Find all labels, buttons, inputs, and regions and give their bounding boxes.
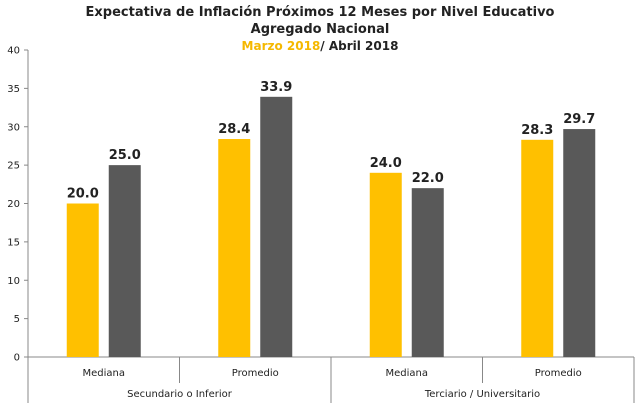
- x-group-label: Secundario o Inferior: [127, 389, 233, 400]
- y-tick-label: 5: [14, 314, 20, 325]
- y-tick-label: 10: [7, 276, 20, 287]
- y-tick-label: 0: [14, 353, 20, 364]
- y-tick-label: 20: [7, 199, 20, 210]
- chart-period: Marzo 2018/ Abril 2018: [0, 38, 640, 54]
- period-a-label: Marzo 2018: [241, 39, 321, 53]
- data-label: 29.7: [563, 112, 595, 127]
- data-label: 33.9: [260, 80, 292, 95]
- data-label: 25.0: [109, 148, 141, 163]
- y-tick-label: 25: [7, 161, 20, 172]
- chart-subtitle: Agregado Nacional: [250, 22, 390, 37]
- y-tick-label: 30: [7, 122, 20, 133]
- x-category-label: Promedio: [232, 368, 279, 379]
- y-tick-label: 40: [7, 46, 20, 57]
- x-category-label: Mediana: [83, 368, 126, 379]
- x-category-label: Mediana: [386, 368, 429, 379]
- x-category-label: Promedio: [535, 368, 582, 379]
- chart-title-block: Expectativa de Inflación Próximos 12 Mes…: [0, 4, 640, 54]
- bar-series-a: [218, 139, 251, 357]
- bar-series-a: [521, 139, 554, 357]
- data-label: 22.0: [412, 171, 444, 186]
- bar-series-a: [369, 172, 402, 357]
- x-group-label: Terciario / Universitario: [424, 389, 540, 400]
- data-label: 28.4: [218, 122, 250, 137]
- bar-series-b: [563, 129, 596, 357]
- data-label: 28.3: [521, 123, 553, 138]
- bar-series-b: [411, 188, 444, 357]
- y-tick-label: 35: [7, 84, 20, 95]
- data-label: 24.0: [370, 156, 402, 171]
- bar-series-b: [108, 165, 141, 357]
- chart-title: Expectativa de Inflación Próximos 12 Mes…: [85, 5, 555, 20]
- y-tick-label: 15: [7, 237, 20, 248]
- period-b-label: / Abril 2018: [320, 39, 399, 53]
- bar-series-b: [260, 96, 293, 357]
- bar-series-a: [66, 203, 99, 357]
- data-label: 20.0: [67, 187, 99, 202]
